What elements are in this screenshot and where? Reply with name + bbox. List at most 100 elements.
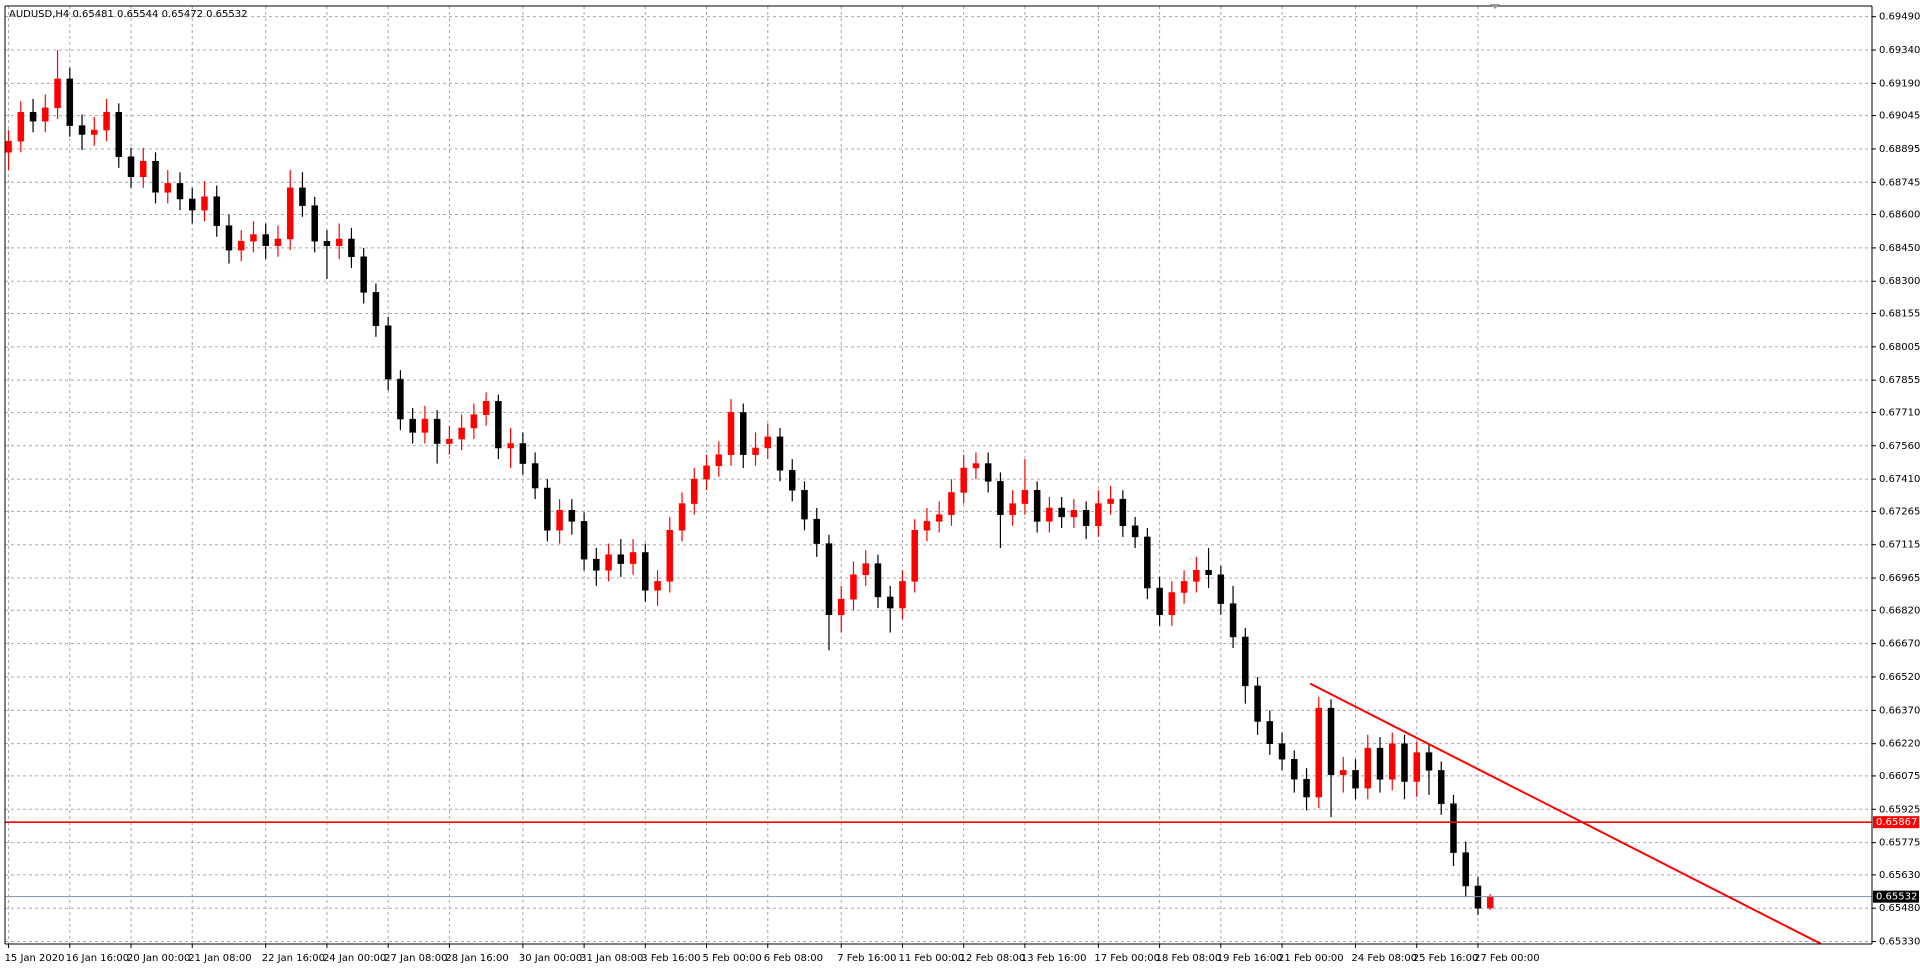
candle-body <box>1486 896 1494 909</box>
candle-body <box>482 401 490 415</box>
candle-body <box>1437 770 1445 804</box>
candle-body <box>1425 752 1433 771</box>
symbol: AUDUSD,H4 <box>9 9 69 20</box>
candle-body <box>984 463 992 482</box>
y-tick-label: 0.69490 <box>1879 12 1920 23</box>
candle-body <box>703 465 710 480</box>
x-tick-label: 11 Feb 00:00 <box>898 953 964 964</box>
x-tick-label: 27 Feb 00:00 <box>1474 953 1540 964</box>
candle-body <box>654 581 661 591</box>
price-label-box <box>1873 890 1919 903</box>
candle-body <box>115 112 123 157</box>
y-tick-label: 0.65480 <box>1879 903 1920 914</box>
candle-body <box>433 418 441 444</box>
candle-body <box>715 454 723 467</box>
candle-body <box>629 552 637 564</box>
candle-body <box>1340 770 1347 776</box>
candle-body <box>311 205 318 242</box>
candle-body <box>1242 636 1249 687</box>
candle-body <box>201 196 208 211</box>
x-tick-label: 13 Feb 16:00 <box>1021 953 1087 964</box>
x-tick-label: 16 Jan 16:00 <box>66 953 129 964</box>
candle-body <box>103 112 110 131</box>
candle-body <box>531 463 539 489</box>
candle-body <box>274 238 282 246</box>
candle-body <box>188 198 196 211</box>
x-tick-label: 31 Jan 08:00 <box>580 953 643 964</box>
x-tick-label: 25 Feb 16:00 <box>1413 953 1479 964</box>
y-tick-label: 0.66670 <box>1879 639 1920 650</box>
y-tick-label: 0.66370 <box>1879 705 1920 716</box>
x-tick-label: 28 Jan 16:00 <box>445 953 508 964</box>
candle-body <box>1352 770 1359 789</box>
candle-body <box>1266 721 1274 744</box>
candle-body <box>237 240 245 251</box>
y-tick-label: 0.65330 <box>1879 937 1920 948</box>
x-tick-label: 6 Feb 08:00 <box>764 953 823 964</box>
candle-body <box>874 563 882 598</box>
candle-body <box>544 487 551 531</box>
candle-body <box>262 234 269 246</box>
candle-body <box>678 503 686 531</box>
level-label-box <box>1873 816 1919 829</box>
y-tick-label: 0.68300 <box>1879 276 1920 287</box>
candle-body <box>1033 489 1041 522</box>
candle-body <box>519 443 527 464</box>
y-tick-label: 0.67115 <box>1879 540 1920 551</box>
x-tick-label: 19 Feb 16:00 <box>1217 953 1283 964</box>
candle-body <box>593 558 600 571</box>
candle-body <box>397 378 404 420</box>
candle-body <box>935 514 943 522</box>
candle-body <box>997 481 1004 515</box>
candle-body <box>495 401 502 449</box>
candle-body <box>1291 758 1298 780</box>
candle-body <box>1119 498 1127 527</box>
candle-body <box>1082 509 1090 527</box>
candle-body <box>727 412 735 455</box>
y-tick-label: 0.65775 <box>1879 838 1920 849</box>
x-tick-label: 21 Feb 00:00 <box>1278 953 1344 964</box>
x-tick-label: 5 Feb 00:00 <box>703 953 762 964</box>
candle-body <box>152 160 159 193</box>
candle-body <box>1156 587 1163 615</box>
x-tick-label: 30 Jan 00:00 <box>519 953 582 964</box>
y-tick-label: 0.67710 <box>1879 407 1920 418</box>
candle-body <box>886 596 894 609</box>
candle-body <box>507 443 514 449</box>
candle-body <box>642 552 649 591</box>
chart-header: AUDUSD,H4 0.65481 0.65544 0.65472 0.6553… <box>9 9 247 20</box>
x-tick-label: 17 Feb 00:00 <box>1094 953 1160 964</box>
x-tick-label: 24 Feb 08:00 <box>1352 953 1418 964</box>
candle-body <box>605 554 612 571</box>
candle-body <box>470 414 478 429</box>
candle-body <box>213 196 220 226</box>
candle-body <box>91 129 98 135</box>
candle-body <box>911 529 918 582</box>
y-tick-label: 0.66520 <box>1879 672 1920 683</box>
candle-body <box>764 436 772 449</box>
candle-body <box>923 521 931 531</box>
candle-body <box>1303 779 1310 798</box>
candle-body <box>580 521 588 560</box>
candle-body <box>54 78 61 109</box>
candle-body <box>458 427 465 440</box>
candle-body <box>825 543 833 615</box>
candle-body <box>862 563 869 575</box>
candle-body <box>1180 581 1188 593</box>
last-close: 0.65532 <box>206 9 247 20</box>
y-tick-label: 0.68745 <box>1879 177 1920 188</box>
candle-body <box>1168 592 1176 615</box>
candle-body <box>752 447 759 455</box>
last-low: 0.65472 <box>162 9 203 20</box>
candle-body <box>1327 707 1335 776</box>
x-tick-label: 22 Jan 16:00 <box>262 953 325 964</box>
candle-body <box>1217 574 1225 604</box>
candle-body <box>1193 570 1200 582</box>
candle-body <box>176 183 184 200</box>
candle-body <box>1058 507 1065 518</box>
y-tick-label: 0.69045 <box>1879 111 1920 122</box>
candle-body <box>140 160 147 177</box>
marks <box>5 50 1872 945</box>
y-tick-label: 0.69340 <box>1879 45 1920 56</box>
